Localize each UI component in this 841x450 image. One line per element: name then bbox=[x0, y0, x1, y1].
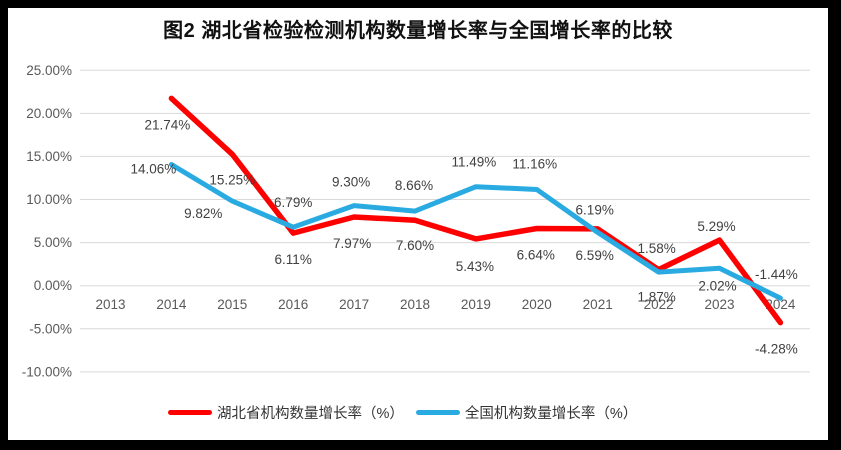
data-label-hubei-2015: 15.25% bbox=[209, 172, 255, 187]
data-label-hubei-2017: 7.97% bbox=[333, 236, 371, 251]
data-label-national-2020: 11.16% bbox=[512, 157, 557, 172]
x-axis-tick-label: 2013 bbox=[95, 297, 125, 312]
x-axis-tick-label: 2020 bbox=[522, 297, 552, 312]
data-label-national-2017: 9.30% bbox=[332, 175, 370, 190]
hubei-line-swatch-icon bbox=[168, 409, 212, 415]
x-axis-tick-label: 2023 bbox=[704, 297, 734, 312]
data-label-hubei-2020: 6.64% bbox=[517, 248, 555, 263]
y-axis-tick-label: -5.00% bbox=[29, 321, 72, 336]
data-label-national-2014: 14.06% bbox=[131, 162, 177, 177]
data-label-hubei-2021: 6.59% bbox=[576, 248, 614, 263]
national-line-swatch-icon bbox=[415, 409, 460, 415]
data-label-national-2024: -1.44% bbox=[755, 267, 798, 282]
series-line-hubei bbox=[168, 95, 784, 326]
x-axis-tick-label: 2014 bbox=[156, 297, 187, 312]
y-axis-tick-label: 5.00% bbox=[34, 235, 72, 250]
legend-item-national: 全国机构数量增长率（%） bbox=[415, 402, 638, 423]
data-label-national-2021: 6.19% bbox=[576, 202, 614, 217]
y-axis-tick-label: -10.00% bbox=[22, 364, 72, 379]
legend-item-hubei: 湖北省机构数量增长率（%） bbox=[168, 402, 404, 423]
data-label-national-2019: 11.49% bbox=[452, 155, 497, 170]
y-axis-tick-label: 15.00% bbox=[26, 149, 72, 164]
y-axis-tick-label: 20.00% bbox=[26, 106, 72, 121]
data-label-national-2018: 8.66% bbox=[395, 178, 433, 193]
chart-title: 图2 湖北省检验检测机构数量增长率与全国增长率的比较 bbox=[163, 20, 673, 42]
series-line-national bbox=[168, 162, 783, 301]
data-label-hubei-2022: 1.87% bbox=[637, 290, 675, 305]
data-label-hubei-2019: 5.43% bbox=[456, 259, 494, 274]
x-axis-tick-label: 2016 bbox=[278, 297, 308, 312]
y-axis-tick-label: 0.00% bbox=[34, 278, 72, 293]
data-label-national-2015: 9.82% bbox=[184, 206, 222, 221]
data-label-hubei-2024: -4.28% bbox=[755, 342, 798, 357]
x-axis-tick-label: 2019 bbox=[461, 297, 491, 312]
x-axis-tick-label: 2022 bbox=[644, 297, 674, 312]
x-axis-tick-label: 2018 bbox=[400, 297, 430, 312]
data-label-hubei-2018: 7.60% bbox=[396, 238, 434, 253]
data-label-national-2023: 2.02% bbox=[698, 278, 736, 293]
legend-label-national: 全国机构数量增长率（%） bbox=[464, 405, 638, 422]
data-label-national-2016: 6.79% bbox=[274, 195, 312, 210]
y-axis-tick-label: 25.00% bbox=[26, 63, 72, 78]
x-axis-tick-label: 2017 bbox=[339, 297, 369, 312]
x-axis-tick-label: 2021 bbox=[583, 297, 613, 312]
data-label-hubei-2023: 5.29% bbox=[697, 219, 735, 234]
x-axis-tick-label: 2015 bbox=[217, 297, 247, 312]
y-axis-tick-label: 10.00% bbox=[26, 192, 72, 207]
data-label-hubei-2016: 6.11% bbox=[275, 252, 312, 267]
chart-background bbox=[8, 8, 828, 440]
chart-legend: 湖北省机构数量增长率（%） 全国机构数量增长率（%） bbox=[168, 401, 637, 423]
legend-label-hubei: 湖北省机构数量增长率（%） bbox=[217, 405, 404, 422]
data-label-national-2022: 1.58% bbox=[637, 241, 675, 256]
data-label-hubei-2014: 21.74% bbox=[145, 117, 191, 132]
